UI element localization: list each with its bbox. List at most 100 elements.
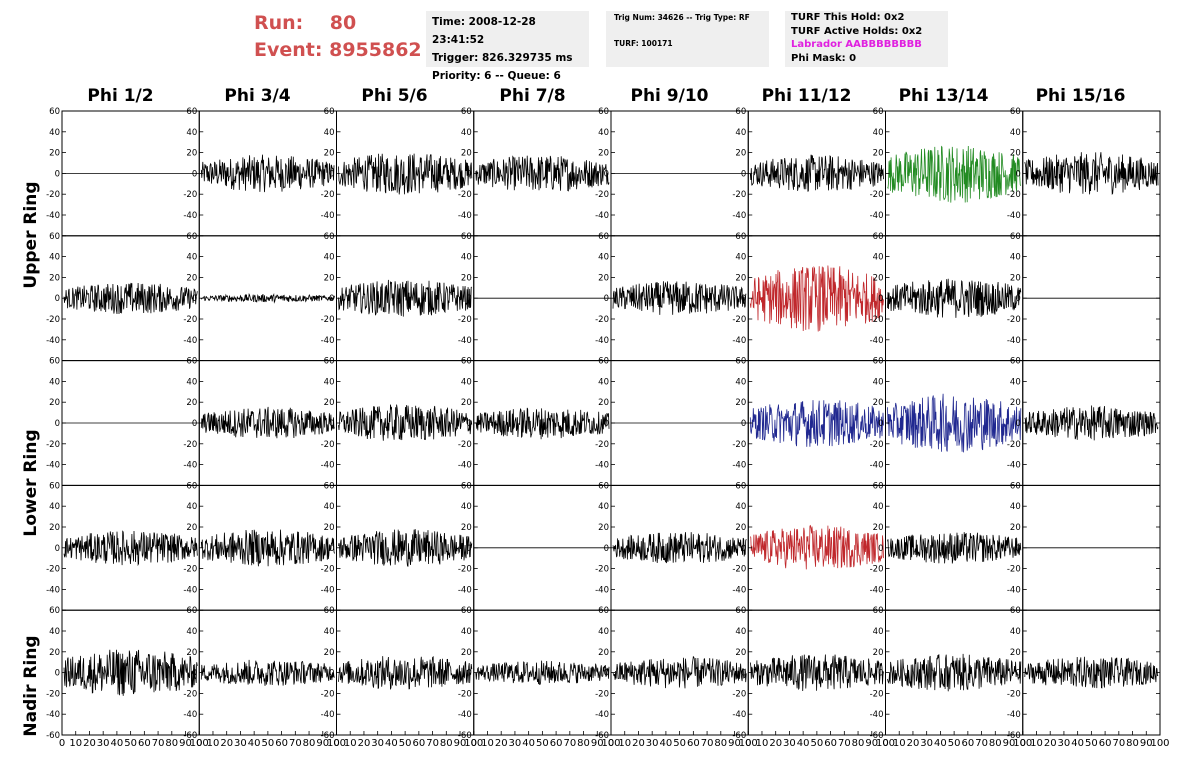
ytick-label-r0-c5--20: -20 bbox=[732, 190, 746, 200]
ytick-label-r4-c2--20: -20 bbox=[321, 689, 335, 699]
ytick-label-r2-c2--20: -20 bbox=[321, 440, 335, 450]
xtick-label-c7-90: 90 bbox=[1140, 738, 1153, 749]
ytick-label-r3-c6-0: 0 bbox=[878, 544, 883, 554]
ytick-label-r1-c6--20: -20 bbox=[870, 315, 884, 325]
ytick-label-r4-c0-40: 40 bbox=[49, 627, 60, 637]
ytick-label-r0-c2--40: -40 bbox=[321, 211, 335, 221]
ytick-label-r4-c5-20: 20 bbox=[735, 648, 746, 658]
trace-r3-c6 bbox=[887, 532, 1022, 564]
ytick-label-r3-c2-0: 0 bbox=[329, 544, 334, 554]
xtick-label-c1-50: 50 bbox=[262, 738, 275, 749]
ytick-label-r2-c0--40: -40 bbox=[46, 461, 60, 471]
trace-r3-c0 bbox=[63, 530, 198, 567]
xtick-label-c2-20: 20 bbox=[358, 738, 371, 749]
trace-r0-c2 bbox=[338, 153, 473, 195]
ytick-label-r2-c5-60: 60 bbox=[735, 357, 746, 367]
trace-r1-c2 bbox=[338, 279, 473, 317]
ytick-label-r0-c7-60: 60 bbox=[1010, 107, 1021, 117]
xtick-label-c2-70: 70 bbox=[426, 738, 439, 749]
ytick-label-r4-c7-20: 20 bbox=[1010, 648, 1021, 658]
xtick-label-c1-20: 20 bbox=[220, 738, 233, 749]
ytick-label-r3-c7-60: 60 bbox=[1010, 481, 1021, 491]
xtick-label-c2-40: 40 bbox=[385, 738, 398, 749]
ytick-label-r3-c5-60: 60 bbox=[735, 481, 746, 491]
ytick-label-r0-c3--20: -20 bbox=[458, 190, 472, 200]
ytick-label-r0-c0-20: 20 bbox=[49, 149, 60, 159]
ytick-label-r0-c5-20: 20 bbox=[735, 149, 746, 159]
xtick-label-c4-30: 30 bbox=[646, 738, 659, 749]
ytick-label-r4-c5-60: 60 bbox=[735, 606, 746, 616]
xtick-label-c5-20: 20 bbox=[769, 738, 782, 749]
ytick-label-r3-c0-60: 60 bbox=[49, 481, 60, 491]
ytick-label-r3-c6-60: 60 bbox=[873, 481, 884, 491]
ytick-label-r2-c3--20: -20 bbox=[458, 440, 472, 450]
event-value: 8955862 bbox=[329, 39, 422, 61]
ytick-label-r2-c3--40: -40 bbox=[458, 461, 472, 471]
ytick-label-r0-c6--20: -20 bbox=[870, 190, 884, 200]
ytick-label-r2-c7-60: 60 bbox=[1010, 357, 1021, 367]
ytick-label-r4-c4-60: 60 bbox=[598, 606, 609, 616]
ytick-label-r3-c2--40: -40 bbox=[321, 585, 335, 595]
xtick-label-c0-100: 100 bbox=[190, 738, 209, 749]
ytick-label-r3-c1-40: 40 bbox=[186, 502, 197, 512]
ytick-label-r4-c4--60: -60 bbox=[595, 731, 609, 741]
ytick-label-r0-c4-60: 60 bbox=[598, 107, 609, 117]
ytick-label-r4-c2-0: 0 bbox=[329, 669, 334, 679]
ytick-label-r0-c7-20: 20 bbox=[1010, 149, 1021, 159]
xtick-label-c0-70: 70 bbox=[152, 738, 165, 749]
trace-r4-c1 bbox=[200, 659, 335, 686]
ytick-label-r0-c7--20: -20 bbox=[1007, 190, 1021, 200]
ytick-label-r3-c6-40: 40 bbox=[873, 502, 884, 512]
ytick-label-r4-c4--20: -20 bbox=[595, 689, 609, 699]
trace-r1-c5 bbox=[749, 265, 884, 332]
xtick-label-c4-100: 100 bbox=[739, 738, 758, 749]
ytick-label-r4-c7-60: 60 bbox=[1010, 606, 1021, 616]
ytick-label-r2-c0-60: 60 bbox=[49, 357, 60, 367]
xtick-label-c0-40: 40 bbox=[111, 738, 124, 749]
ytick-label-r0-c2--20: -20 bbox=[321, 190, 335, 200]
ytick-label-r4-c7--60: -60 bbox=[1007, 731, 1021, 741]
ytick-label-r3-c7-0: 0 bbox=[1015, 544, 1020, 554]
ytick-label-r1-c6-20: 20 bbox=[873, 273, 884, 283]
ytick-label-r4-c1--20: -20 bbox=[183, 689, 197, 699]
trace-r4-c4 bbox=[612, 655, 747, 689]
trace-r3-c1 bbox=[200, 529, 335, 567]
ytick-label-r2-c6--20: -20 bbox=[870, 440, 884, 450]
trace-r0-c6 bbox=[887, 145, 1022, 203]
ytick-label-r2-c7-20: 20 bbox=[1010, 398, 1021, 408]
event-row: Event: 8955862 bbox=[254, 37, 422, 64]
ytick-label-r2-c7-40: 40 bbox=[1010, 377, 1021, 387]
xtick-label-c1-100: 100 bbox=[327, 738, 346, 749]
ytick-label-r0-c6-0: 0 bbox=[878, 169, 883, 179]
xtick-label-c7-60: 60 bbox=[1099, 738, 1112, 749]
ytick-label-r1-c2-20: 20 bbox=[324, 273, 335, 283]
xtick-label-c7-80: 80 bbox=[1126, 738, 1139, 749]
xtick-label-c0-90: 90 bbox=[179, 738, 192, 749]
ytick-label-r2-c6-20: 20 bbox=[873, 398, 884, 408]
xtick-label-c4-20: 20 bbox=[632, 738, 645, 749]
xtick-label-c4-80: 80 bbox=[714, 738, 727, 749]
ytick-label-r0-c2-60: 60 bbox=[324, 107, 335, 117]
ytick-label-r1-c1-60: 60 bbox=[186, 232, 197, 242]
ytick-label-r1-c3-20: 20 bbox=[461, 273, 472, 283]
xtick-label-c0-80: 80 bbox=[165, 738, 178, 749]
xtick-label-c2-60: 60 bbox=[412, 738, 425, 749]
ytick-label-r2-c5--40: -40 bbox=[732, 461, 746, 471]
ytick-label-r1-c6-40: 40 bbox=[873, 253, 884, 263]
xtick-label-c3-90: 90 bbox=[591, 738, 604, 749]
ytick-label-r4-c2-60: 60 bbox=[324, 606, 335, 616]
xtick-label-c4-60: 60 bbox=[687, 738, 700, 749]
ytick-label-r1-c5-40: 40 bbox=[735, 253, 746, 263]
trace-r3-c2 bbox=[338, 529, 473, 567]
xtick-label-c2-80: 80 bbox=[440, 738, 453, 749]
trace-r0-c7 bbox=[1024, 152, 1159, 195]
ytick-label-r3-c3-40: 40 bbox=[461, 502, 472, 512]
trace-r2-c5 bbox=[749, 400, 884, 447]
ytick-label-r1-c6--40: -40 bbox=[870, 336, 884, 346]
turf-this-hold-text: TURF This Hold: 0x2 bbox=[791, 12, 905, 23]
ytick-label-r2-c0-40: 40 bbox=[49, 377, 60, 387]
ytick-label-r4-c5-0: 0 bbox=[741, 669, 746, 679]
ytick-label-r1-c0--20: -20 bbox=[46, 315, 60, 325]
ytick-label-r3-c7--20: -20 bbox=[1007, 565, 1021, 575]
trace-r2-c2 bbox=[338, 404, 473, 441]
